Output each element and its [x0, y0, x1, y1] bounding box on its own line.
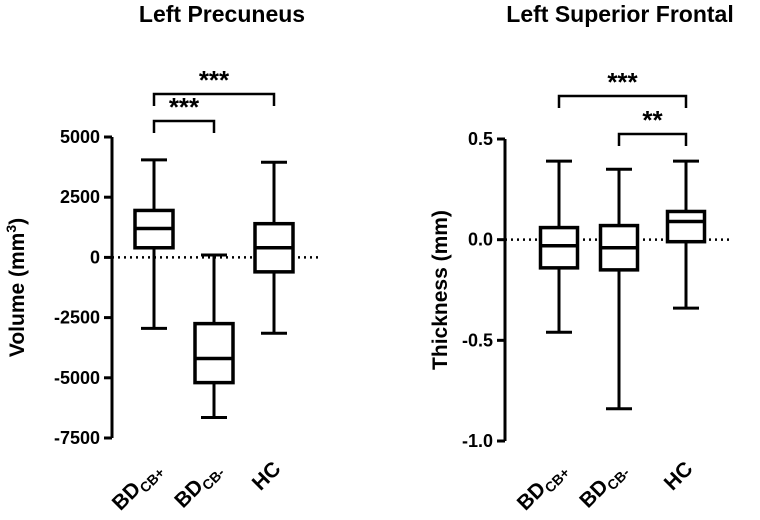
y-tick-label: -1.0: [462, 431, 493, 451]
x-category-label-main: HC: [660, 457, 698, 495]
y-tick-label: -5000: [54, 368, 100, 388]
box-plot: [665, 159, 707, 310]
y-axis-label: Thickness (mm): [429, 210, 452, 370]
bracket-line: [152, 119, 216, 133]
y-tick-label: 5000: [60, 127, 100, 147]
significance-bracket: **: [617, 105, 688, 146]
y-axis-label-text: Thickness (mm): [429, 210, 452, 370]
significance-stars: ***: [607, 67, 638, 97]
significance-bracket: ***: [152, 65, 276, 106]
significance-stars: **: [642, 105, 663, 135]
significance-bracket: ***: [557, 67, 688, 108]
y-tick-label: 2500: [60, 187, 100, 207]
bracket-line: [617, 132, 688, 146]
x-category-label: BDCB-: [575, 457, 633, 515]
box-iqr: [538, 225, 580, 270]
box-plot: [253, 160, 295, 335]
box-plot: [538, 159, 580, 334]
x-category-label-main: HC: [248, 457, 286, 495]
y-tick-label: -0.5: [462, 330, 493, 350]
bracket-line: [152, 92, 276, 106]
x-category-label: BDCB+: [513, 457, 573, 517]
y-axis-label-text: ): [6, 218, 29, 225]
y-axis-label: Volume (mm3): [3, 218, 29, 357]
chart-title: Left Precuneus: [139, 1, 305, 27]
panel-left-precuneus: Left Precuneus 5000 2500 0 -2500 -5000 -7500 V…: [3, 1, 320, 517]
box-plot: [193, 253, 235, 420]
x-category-label: HC: [248, 457, 286, 495]
x-category-label: BDCB-: [170, 457, 228, 515]
significance-stars: ***: [199, 65, 230, 95]
x-category-label: HC: [660, 457, 698, 495]
box-plot: [133, 158, 175, 330]
y-axis-label-text: Volume (mm: [6, 233, 29, 357]
y-tick-label: 0: [90, 247, 100, 267]
y-axis-label-superscript: 3: [3, 225, 19, 233]
significance-stars: ***: [169, 92, 200, 122]
panel-left-superior-frontal: Left Superior Frontal 0.5 0.0 -0.5 -1.0 Thic…: [429, 1, 734, 517]
bracket-line: [557, 94, 688, 108]
significance-bracket: ***: [152, 92, 216, 133]
x-category-label: BDCB+: [108, 457, 168, 517]
y-tick-label: -7500: [54, 428, 100, 448]
box-iqr: [665, 209, 707, 244]
y-tick-label: 0.5: [468, 129, 493, 149]
y-tick-label: -2500: [54, 308, 100, 328]
box-iqr: [193, 321, 235, 385]
box-plot: [598, 167, 640, 411]
chart-title: Left Superior Frontal: [506, 1, 733, 27]
y-tick-label: 0.0: [468, 230, 493, 250]
